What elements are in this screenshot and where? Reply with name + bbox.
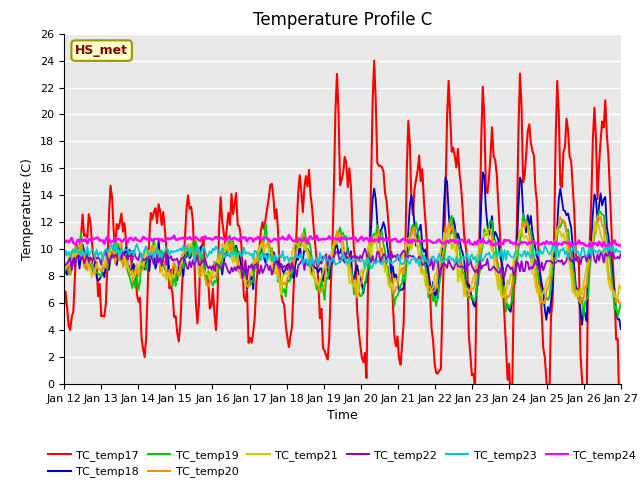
- TC_temp22: [307, 261, 314, 266]
- TC_temp20: [303, 248, 311, 253]
- TC_temp21: [617, 286, 625, 291]
- TC_temp19: [595, 208, 603, 214]
- Line: TC_temp17: TC_temp17: [64, 60, 621, 422]
- TC_temp24: [254, 234, 262, 240]
- TC_temp24: [285, 232, 292, 238]
- TC_temp21: [226, 248, 234, 254]
- TC_temp20: [129, 267, 136, 273]
- TC_temp23: [60, 255, 68, 261]
- TC_temp24: [129, 237, 136, 242]
- TC_temp17: [588, 196, 595, 202]
- TC_temp23: [617, 250, 625, 256]
- TC_temp21: [129, 270, 136, 276]
- TC_temp19: [254, 259, 262, 264]
- TC_temp20: [60, 266, 68, 272]
- TC_temp18: [479, 169, 486, 175]
- TC_temp20: [617, 300, 625, 306]
- TC_temp18: [617, 326, 625, 332]
- Line: TC_temp21: TC_temp21: [64, 221, 621, 296]
- TC_temp19: [588, 251, 595, 256]
- TC_temp17: [129, 266, 136, 272]
- TC_temp22: [130, 248, 138, 253]
- TC_temp21: [588, 242, 595, 248]
- TC_temp22: [617, 251, 625, 256]
- TC_temp24: [617, 242, 625, 248]
- X-axis label: Time: Time: [327, 409, 358, 422]
- Line: TC_temp18: TC_temp18: [64, 172, 621, 329]
- TC_temp21: [254, 247, 262, 252]
- Line: TC_temp19: TC_temp19: [64, 211, 621, 317]
- TC_temp22: [60, 261, 68, 267]
- Legend: TC_temp17, TC_temp18, TC_temp19, TC_temp20, TC_temp21, TC_temp22, TC_temp23, TC_: TC_temp17, TC_temp18, TC_temp19, TC_temp…: [44, 445, 640, 480]
- Text: HS_met: HS_met: [75, 44, 128, 57]
- TC_temp20: [588, 243, 595, 249]
- Title: Temperature Profile C: Temperature Profile C: [253, 11, 432, 29]
- TC_temp19: [129, 285, 136, 291]
- TC_temp17: [371, 58, 378, 63]
- TC_temp17: [254, 263, 262, 268]
- TC_temp20: [244, 285, 252, 290]
- TC_temp23: [228, 248, 236, 254]
- TC_temp24: [60, 239, 68, 244]
- TC_temp24: [589, 240, 596, 246]
- TC_temp22: [257, 263, 265, 268]
- TC_temp18: [60, 273, 68, 279]
- TC_temp21: [303, 249, 311, 255]
- Line: TC_temp22: TC_temp22: [64, 249, 621, 279]
- TC_temp19: [244, 284, 252, 289]
- TC_temp21: [460, 293, 468, 300]
- TC_temp23: [246, 252, 254, 258]
- TC_temp21: [60, 272, 68, 278]
- Y-axis label: Temperature (C): Temperature (C): [22, 158, 35, 260]
- TC_temp18: [226, 247, 234, 252]
- TC_temp18: [244, 279, 252, 285]
- Line: TC_temp23: TC_temp23: [64, 242, 621, 268]
- Line: TC_temp20: TC_temp20: [64, 216, 621, 303]
- TC_temp23: [111, 240, 119, 245]
- TC_temp22: [243, 276, 251, 282]
- TC_temp22: [248, 261, 255, 267]
- TC_temp20: [254, 257, 262, 263]
- TC_temp17: [226, 222, 234, 228]
- TC_temp17: [617, 420, 625, 425]
- TC_temp21: [244, 268, 252, 274]
- TC_temp24: [244, 235, 252, 241]
- TC_temp23: [130, 252, 138, 258]
- TC_temp17: [244, 340, 252, 346]
- TC_temp19: [226, 233, 234, 239]
- Line: TC_temp24: TC_temp24: [64, 235, 621, 247]
- TC_temp17: [303, 183, 311, 189]
- TC_temp23: [367, 265, 375, 271]
- TC_temp24: [305, 235, 313, 240]
- TC_temp22: [589, 248, 596, 253]
- TC_temp17: [60, 304, 68, 310]
- TC_temp19: [580, 314, 588, 320]
- TC_temp18: [254, 248, 262, 254]
- TC_temp18: [129, 265, 136, 271]
- TC_temp19: [303, 242, 311, 248]
- TC_temp22: [228, 264, 236, 270]
- TC_temp21: [591, 218, 598, 224]
- TC_temp22: [115, 246, 122, 252]
- TC_temp18: [303, 246, 311, 252]
- TC_temp18: [588, 238, 595, 243]
- TC_temp19: [617, 300, 625, 306]
- TC_temp23: [305, 256, 313, 262]
- TC_temp19: [60, 265, 68, 271]
- TC_temp24: [588, 244, 595, 250]
- TC_temp23: [255, 253, 263, 259]
- TC_temp24: [226, 235, 234, 241]
- TC_temp20: [594, 213, 602, 218]
- TC_temp23: [589, 245, 596, 251]
- TC_temp20: [502, 300, 510, 306]
- TC_temp20: [226, 246, 234, 252]
